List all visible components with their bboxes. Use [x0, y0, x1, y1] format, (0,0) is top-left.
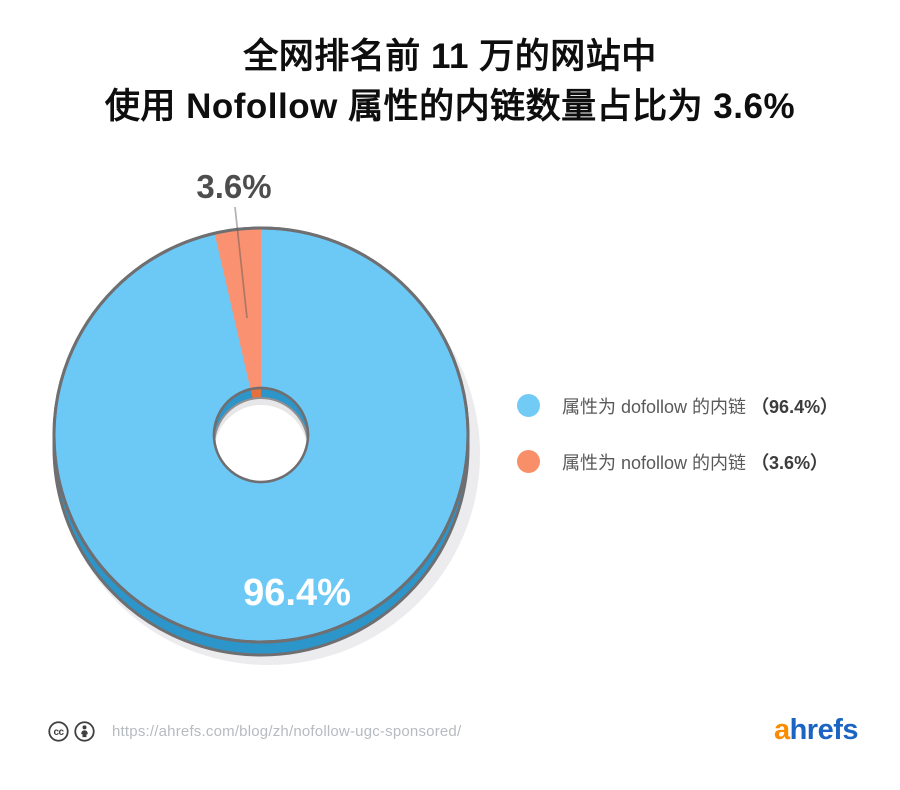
donut-hole-outline [212, 386, 310, 484]
ahrefs-logo: ahrefs [773, 714, 859, 747]
source-url: https://ahrefs.com/blog/zh/nofollow-ugc-… [112, 723, 462, 740]
legend-item-nofollow: 属性为 nofollow 的内链 （3.6%） [517, 450, 838, 473]
footer-attribution: cc https://ahrefs.com/blog/zh/nofollow-u… [48, 721, 461, 742]
chart-title-line1: 全网排名前 11 万的网站中 [243, 37, 657, 76]
attribution-icon [74, 721, 95, 742]
legend-label-text: 属性为 dofollow 的内链 [562, 396, 747, 417]
callout-leader-line [234, 206, 248, 319]
nofollow-percent-label: 3.6% [196, 168, 271, 205]
donut-chart: 3.6% 96.4% [52, 168, 480, 665]
legend-label-nofollow: 属性为 nofollow 的内链 （3.6%） [562, 449, 828, 475]
pie-outline [52, 226, 470, 644]
ahrefs-logo-hrefs: hrefs [789, 714, 859, 746]
legend-label-dofollow: 属性为 dofollow 的内链 （96.4%） [562, 393, 838, 419]
dofollow-percent-label: 96.4% [243, 572, 351, 614]
legend: 属性为 dofollow 的内链 （96.4%） 属性为 nofollow 的内链… [517, 394, 838, 506]
cc-icon-text: cc [53, 727, 64, 738]
cc-icon: cc [48, 721, 69, 742]
chart-title: 全网排名前 11 万的网站中 使用 Nofollow 属性的内链数量占比为 3.… [0, 32, 900, 131]
legend-label-value: （3.6%） [751, 452, 829, 473]
ahrefs-logo-a: a [773, 714, 790, 746]
legend-item-dofollow: 属性为 dofollow 的内链 （96.4%） [517, 394, 838, 417]
chart-title-line2: 使用 Nofollow 属性的内链数量占比为 3.6% [104, 86, 796, 126]
legend-dot-dofollow [517, 394, 540, 417]
pie-slice-nofollow [214, 228, 261, 435]
legend-label-text: 属性为 nofollow 的内链 [562, 452, 747, 473]
legend-dot-nofollow [517, 450, 540, 473]
legend-label-value: （96.4%） [751, 396, 839, 417]
